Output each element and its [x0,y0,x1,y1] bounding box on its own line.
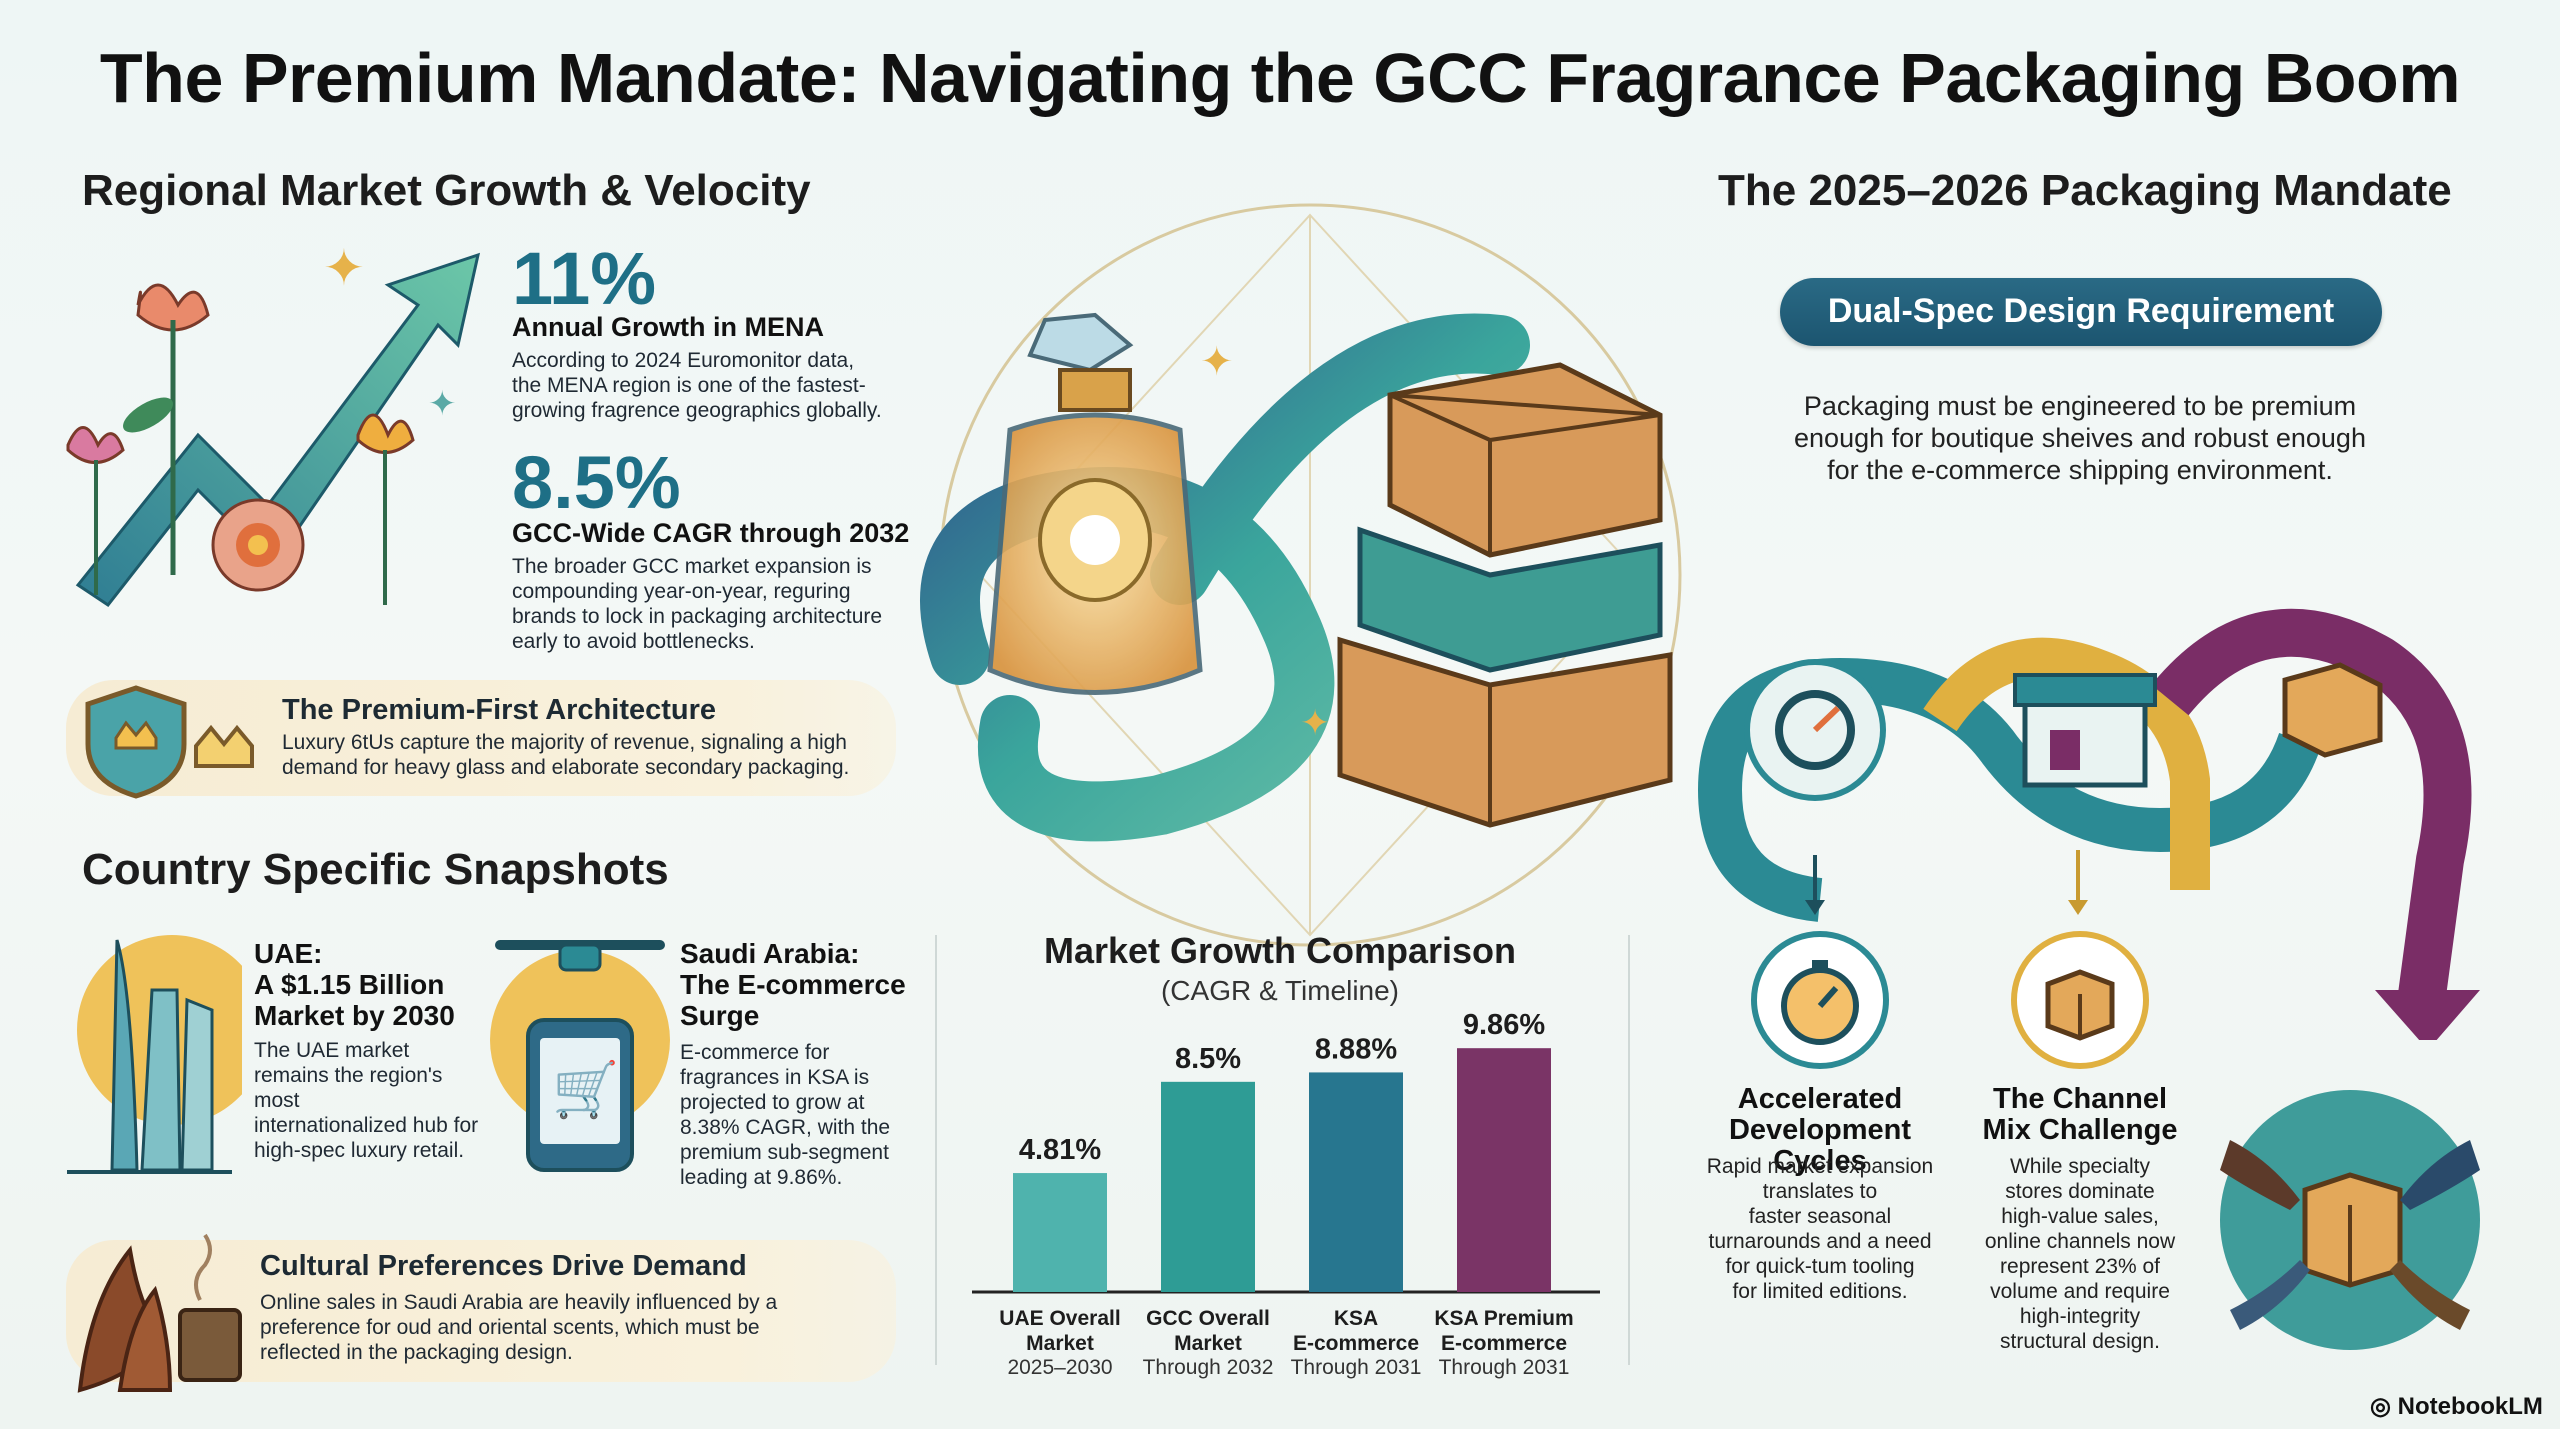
chart-subtitle: (CAGR & Timeline) [1160,975,1400,1006]
package-icon [2011,931,2149,1069]
stopwatch-icon [1751,931,1889,1069]
box-icon [2282,662,2383,758]
item1-title: Accelerated Development Cycles [1728,1083,1912,1177]
cart-icon: 🛒 [552,1058,619,1121]
shipping-boxes-icon [1337,362,1673,828]
stat2-body: The broader GCC market expansion is compo… [512,555,883,653]
pink-flower-icon [66,426,125,595]
process-flow-illustration [1697,608,2480,1040]
chart-category-label: E-commerce [1440,1332,1568,1355]
chart-data-label: 8.5% [1175,1043,1241,1075]
perfume-bottle-icon [987,312,1203,695]
sparkle-icon: ✦ [323,245,365,297]
shield-crown-icon [85,685,254,799]
chart-tick-label: UAE Overall Market 2025–2030 [980,1306,1140,1380]
stat2-title: GCC-Wide CAGR through 2032 [512,518,910,548]
chart-timeline-label: Through 2032 [1142,1356,1274,1379]
uae-body: The UAE market remains the region's most in… [254,1039,479,1162]
divider [1628,935,1630,1365]
tulip-icon [356,413,415,605]
perfume-boxes-illustration: ✦ ✦ [920,203,1682,947]
stat1-body: According to 2024 Euromonitor data, the M… [512,349,882,422]
item2-body: While specialty stores dominate high-value… [1984,1155,2176,1353]
stat1-title: Annual Growth in MENA [512,312,824,342]
chart-timeline-label: 2025–2030 [1007,1356,1113,1379]
chart-timeline-label: Through 2031 [1290,1356,1422,1379]
uae-title: UAE: A $1.15 Billion Market by 2030 [254,938,455,1031]
sparkle-icon: ✦ [1200,339,1234,385]
orange-flower-icon [211,498,305,592]
stat1-value: 11% [512,237,657,320]
cultural-pill-body: Online sales in Saudi Arabia are heavily… [260,1291,778,1364]
lotus-flower-icon [123,283,210,575]
chart-data-label: 8.88% [1315,1033,1397,1065]
divider [935,935,937,1365]
chart-bar [1457,1048,1551,1292]
phone-drone-icon: 🛒 [490,940,670,1172]
stat2-value: 8.5% [512,441,681,524]
chart-category-label: KSA [1333,1307,1379,1330]
notebooklm-logo: ◎ NotebookLM [2370,1393,2543,1420]
chart-category-label: KSA Premium [1434,1307,1574,1330]
sparkle-icon: ✦ [1300,703,1330,744]
chart-tick-label: GCC Overall Market Through 2032 [1128,1306,1288,1380]
down-arrow-icon [2375,990,2480,1040]
growth-bar-chart: 4.81% 8.5% 8.88% 9.86% [972,1009,1600,1294]
dual-spec-badge: Dual-Spec Design Requirement [1780,278,2382,346]
mandate-heading: The 2025–2026 Packaging Mandate [1718,166,2452,215]
chart-bar [1161,1081,1255,1292]
chart-tick-label: KSA E-commerce Through 2031 [1276,1306,1436,1380]
snapshots-heading: Country Specific Snapshots [82,845,669,894]
ksa-body: E-commerce for fragrances in KSA is projec… [680,1041,891,1189]
page-title: The Premium Mandate: Navigating the GCC … [99,39,2461,117]
cultural-pill-title: Cultural Preferences Drive Demand [260,1250,747,1282]
chart-title: Market Growth Comparison [1043,930,1517,971]
sparkle-icon: ✦ [428,384,457,424]
hands-box-icon [2220,1090,2480,1350]
item1-body: Rapid market expansion translates to faste… [1706,1155,1934,1303]
premium-pill-title: The Premium-First Architecture [282,694,717,726]
chart-category-label: Market [1174,1332,1242,1355]
chart-data-label: 9.86% [1463,1009,1545,1041]
storefront-icon [2022,692,2148,788]
chart-x-labels: UAE Overall Market 2025–2030 GCC Overall Mar… [960,1306,1620,1386]
growth-arrow-illustration: ✦ ✦ [66,245,481,608]
mandate-intro: Packaging must be engineered to be premi… [1794,391,2366,485]
notebooklm-icon: ◎ [2370,1393,2398,1420]
chart-category-label: E-commerce [1292,1332,1420,1355]
ksa-title: Saudi Arabia: The E-commerce Surge [680,938,906,1031]
chart-bar [1013,1173,1107,1292]
premium-pill-body: Luxury 6tUs capture the majority of reve… [282,731,850,779]
chart-category-label: Market [1026,1332,1094,1355]
chart-data-label: 4.81% [1019,1134,1101,1166]
chart-tick-label: KSA Premium E-commerce Through 2031 [1424,1306,1584,1380]
chart-timeline-label: Through 2031 [1438,1356,1570,1379]
growth-heading: Regional Market Growth & Velocity [82,166,811,215]
chart-category-label: GCC Overall [1146,1307,1270,1330]
item2-title: The Channel Mix Challenge [1982,1083,2178,1146]
chart-bar [1309,1072,1403,1292]
uae-skyline-icon [67,935,242,1174]
chart-category-label: UAE Overall [999,1307,1121,1330]
oud-incense-icon [77,1233,242,1393]
